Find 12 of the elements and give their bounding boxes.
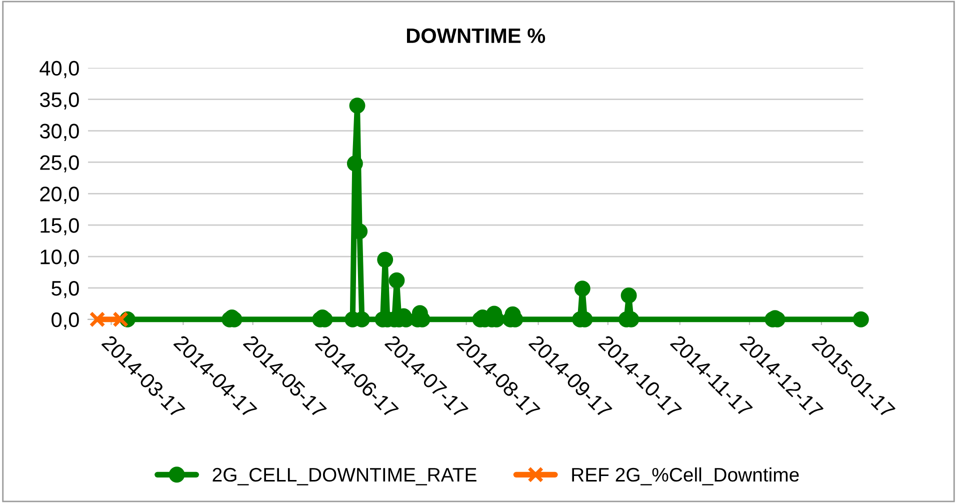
y-tick-label: 30,0 [40,124,79,141]
legend-label: REF 2G_%Cell_Downtime [572,467,799,486]
chart-title: DOWNTIME % [407,28,546,44]
y-tick-label: 5,0 [52,280,79,298]
y-tick-label: 10,0 [40,250,79,267]
y-tick-label: 35,0 [40,92,79,110]
y-tick-label: 40,0 [40,60,79,78]
y-tick-label: 15,0 [40,218,79,236]
y-tick-label: 20,0 [40,186,79,204]
y-tick-label: 25,0 [40,155,79,172]
y-tick-label: 0,0 [52,312,79,330]
legend-label: 2G_CELL_DOWNTIME_RATE [212,468,476,486]
